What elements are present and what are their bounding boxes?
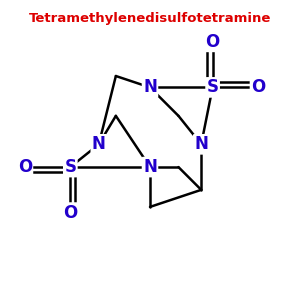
Text: O: O: [251, 78, 265, 96]
Text: N: N: [92, 135, 106, 153]
Text: N: N: [143, 158, 157, 176]
Text: N: N: [194, 135, 208, 153]
Text: Tetramethylenedisulfotetramine: Tetramethylenedisulfotetramine: [29, 12, 271, 25]
Text: S: S: [64, 158, 76, 176]
Text: S: S: [207, 78, 219, 96]
Text: O: O: [18, 158, 32, 176]
Text: O: O: [63, 204, 77, 222]
Text: N: N: [143, 78, 157, 96]
Text: O: O: [206, 33, 220, 51]
